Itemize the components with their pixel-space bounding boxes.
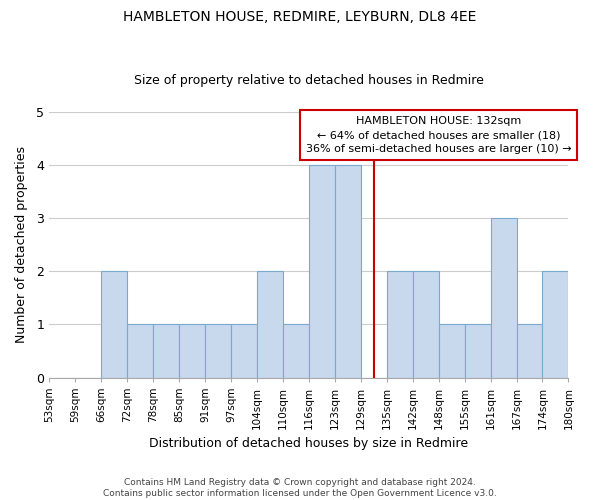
Bar (542, 271, 568, 378)
Text: Contains HM Land Registry data © Crown copyright and database right 2024.
Contai: Contains HM Land Registry data © Crown c… (103, 478, 497, 498)
Bar (335, 165, 361, 378)
Bar (127, 324, 153, 378)
X-axis label: Distribution of detached houses by size in Redmire: Distribution of detached houses by size … (149, 437, 469, 450)
Bar (413, 271, 439, 378)
Bar (464, 324, 491, 378)
Bar (179, 324, 205, 378)
Bar (283, 324, 309, 378)
Bar (231, 324, 257, 378)
Bar (439, 324, 464, 378)
Bar (153, 324, 179, 378)
Bar (309, 165, 335, 378)
Bar (491, 218, 517, 378)
Bar (387, 271, 413, 378)
Title: Size of property relative to detached houses in Redmire: Size of property relative to detached ho… (134, 74, 484, 87)
Bar (205, 324, 231, 378)
Bar (517, 324, 542, 378)
Y-axis label: Number of detached properties: Number of detached properties (15, 146, 28, 343)
Bar (101, 271, 127, 378)
Text: HAMBLETON HOUSE: 132sqm
← 64% of detached houses are smaller (18)
36% of semi-de: HAMBLETON HOUSE: 132sqm ← 64% of detache… (306, 116, 571, 154)
Bar (257, 271, 283, 378)
Text: HAMBLETON HOUSE, REDMIRE, LEYBURN, DL8 4EE: HAMBLETON HOUSE, REDMIRE, LEYBURN, DL8 4… (124, 10, 476, 24)
